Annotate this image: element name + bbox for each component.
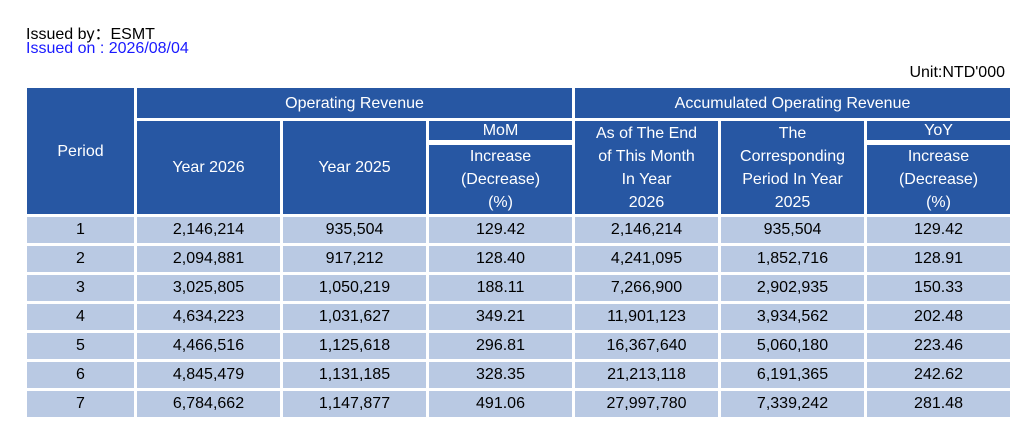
mom-cell: 491.06 — [429, 391, 573, 417]
unit-label: Unit:NTD'000 — [909, 64, 1005, 81]
year-2025-cell: 1,125,618 — [283, 333, 426, 359]
accumulated-2025-cell: 7,339,242 — [721, 391, 865, 417]
yoy-cell: 223.46 — [867, 333, 1011, 359]
accumulated-2025-cell: 2,902,935 — [721, 275, 865, 301]
year-2026-cell: 4,466,516 — [137, 333, 280, 359]
accumulated-2026-cell: 21,213,118 — [575, 362, 719, 388]
table-row: 4 4,634,223 1,031,627 349.21 11,901,123 3,934… — [27, 304, 1011, 330]
year-2025-cell: 917,212 — [283, 246, 426, 272]
table-row: 7 6,784,662 1,147,877 491.06 27,997,780 7,339… — [27, 391, 1011, 417]
accumulated-2025-cell: 3,934,562 — [721, 304, 865, 330]
table-body: 1 2,146,214 935,504 129.42 2,146,214 935,504 1… — [27, 217, 1011, 417]
corresponding-period-header: The Corresponding Period In Year 2025 — [721, 121, 865, 214]
table-row: 5 4,466,516 1,125,618 296.81 16,367,640 5,060… — [27, 333, 1011, 359]
year-2026-header: Year 2026 — [137, 121, 280, 214]
year-2026-cell: 2,146,214 — [137, 217, 280, 243]
table-row: 2 2,094,881 917,212 128.40 4,241,095 1,852,71… — [27, 246, 1011, 272]
accumulated-2025-cell: 6,191,365 — [721, 362, 865, 388]
mom-cell: 349.21 — [429, 304, 573, 330]
year-2025-cell: 1,131,185 — [283, 362, 426, 388]
year-2026-cell: 6,784,662 — [137, 391, 280, 417]
table-row: 3 3,025,805 1,050,219 188.11 7,266,900 2,902,… — [27, 275, 1011, 301]
accumulated-2025-cell: 1,852,716 — [721, 246, 865, 272]
year-2026-cell: 4,634,223 — [137, 304, 280, 330]
yoy-cell: 202.48 — [867, 304, 1011, 330]
accumulated-2026-cell: 4,241,095 — [575, 246, 719, 272]
mom-cell: 188.11 — [429, 275, 573, 301]
accumulated-2026-cell: 27,997,780 — [575, 391, 719, 417]
operating-revenue-header: Operating Revenue — [137, 88, 573, 118]
accumulated-2026-cell: 2,146,214 — [575, 217, 719, 243]
year-2025-cell: 1,147,877 — [283, 391, 426, 417]
mom-header: MoM — [429, 121, 573, 142]
period-cell: 2 — [27, 246, 134, 272]
accumulated-revenue-header: Accumulated Operating Revenue — [575, 88, 1011, 118]
table-row: 6 4,845,479 1,131,185 328.35 21,213,118 6,191… — [27, 362, 1011, 388]
period-cell: 6 — [27, 362, 134, 388]
period-cell: 3 — [27, 275, 134, 301]
year-2025-header: Year 2025 — [283, 121, 426, 214]
issued-by: Issued by：ESMT — [26, 26, 155, 43]
revenue-table: Period Operating Revenue Accumulated Ope… — [24, 85, 1013, 420]
yoy-cell: 242.62 — [867, 362, 1011, 388]
year-2025-cell: 1,031,627 — [283, 304, 426, 330]
period-header: Period — [27, 88, 134, 214]
yoy-cell: 129.42 — [867, 217, 1011, 243]
accumulated-2026-cell: 7,266,900 — [575, 275, 719, 301]
period-cell: 4 — [27, 304, 134, 330]
accumulated-2026-cell: 16,367,640 — [575, 333, 719, 359]
year-2025-cell: 935,504 — [283, 217, 426, 243]
yoy-increase-header: Increase (Decrease) (%) — [867, 145, 1011, 214]
mom-increase-header: Increase (Decrease) (%) — [429, 145, 573, 214]
year-2025-cell: 1,050,219 — [283, 275, 426, 301]
as-of-end-header: As of The End of This Month In Year 2026 — [575, 121, 719, 214]
mom-cell: 128.40 — [429, 246, 573, 272]
yoy-cell: 150.33 — [867, 275, 1011, 301]
period-cell: 5 — [27, 333, 134, 359]
accumulated-2025-cell: 5,060,180 — [721, 333, 865, 359]
accumulated-2025-cell: 935,504 — [721, 217, 865, 243]
mom-cell: 328.35 — [429, 362, 573, 388]
yoy-cell: 281.48 — [867, 391, 1011, 417]
yoy-cell: 128.91 — [867, 246, 1011, 272]
period-cell: 7 — [27, 391, 134, 417]
mom-cell: 296.81 — [429, 333, 573, 359]
issued-on-date: Issued on : 2026/08/04 — [26, 40, 189, 57]
table-row: 1 2,146,214 935,504 129.42 2,146,214 935,504 1… — [27, 217, 1011, 243]
year-2026-cell: 4,845,479 — [137, 362, 280, 388]
year-2026-cell: 3,025,805 — [137, 275, 280, 301]
accumulated-2026-cell: 11,901,123 — [575, 304, 719, 330]
yoy-header: YoY — [867, 121, 1011, 142]
period-cell: 1 — [27, 217, 134, 243]
year-2026-cell: 2,094,881 — [137, 246, 280, 272]
mom-cell: 129.42 — [429, 217, 573, 243]
